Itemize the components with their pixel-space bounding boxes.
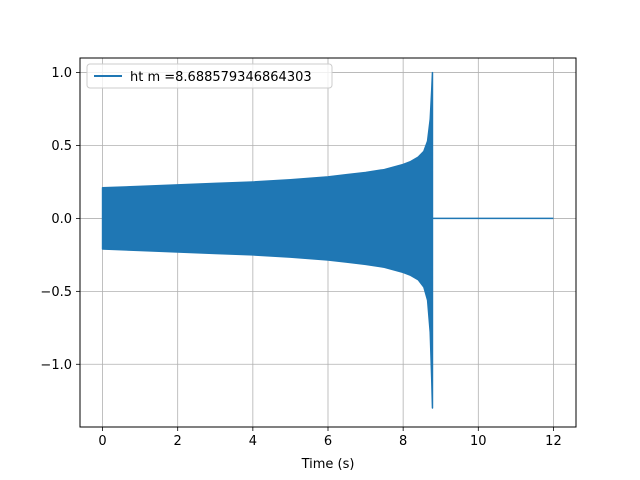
y-tick-label: 0.0 — [51, 212, 72, 227]
y-tick-label: 1.0 — [51, 66, 72, 81]
legend: ht m =8.688579346864303 — [86, 63, 333, 89]
plot-area — [101, 71, 554, 409]
y-tick-label: −1.0 — [40, 358, 72, 373]
x-tick-label: 0 — [98, 434, 106, 449]
x-tick-label: 4 — [249, 434, 257, 449]
y-tick-label: 0.5 — [51, 139, 72, 154]
waveform-oscillation-band — [101, 71, 434, 409]
x-tick-label: 10 — [470, 434, 487, 449]
legend-box — [86, 63, 333, 89]
x-tick-label: 6 — [324, 434, 332, 449]
x-tick-label: 2 — [174, 434, 182, 449]
y-tick-label: −0.5 — [40, 285, 72, 300]
x-tick-label: 8 — [399, 434, 407, 449]
ticks: 0 2 4 6 8 10 12 1.0 0.5 0.0 −0.5 −1.0 — [40, 66, 561, 449]
legend-label: ht m =8.688579346864303 — [130, 70, 312, 85]
x-axis-label: Time (s) — [301, 457, 355, 472]
x-tick-label: 12 — [545, 434, 562, 449]
